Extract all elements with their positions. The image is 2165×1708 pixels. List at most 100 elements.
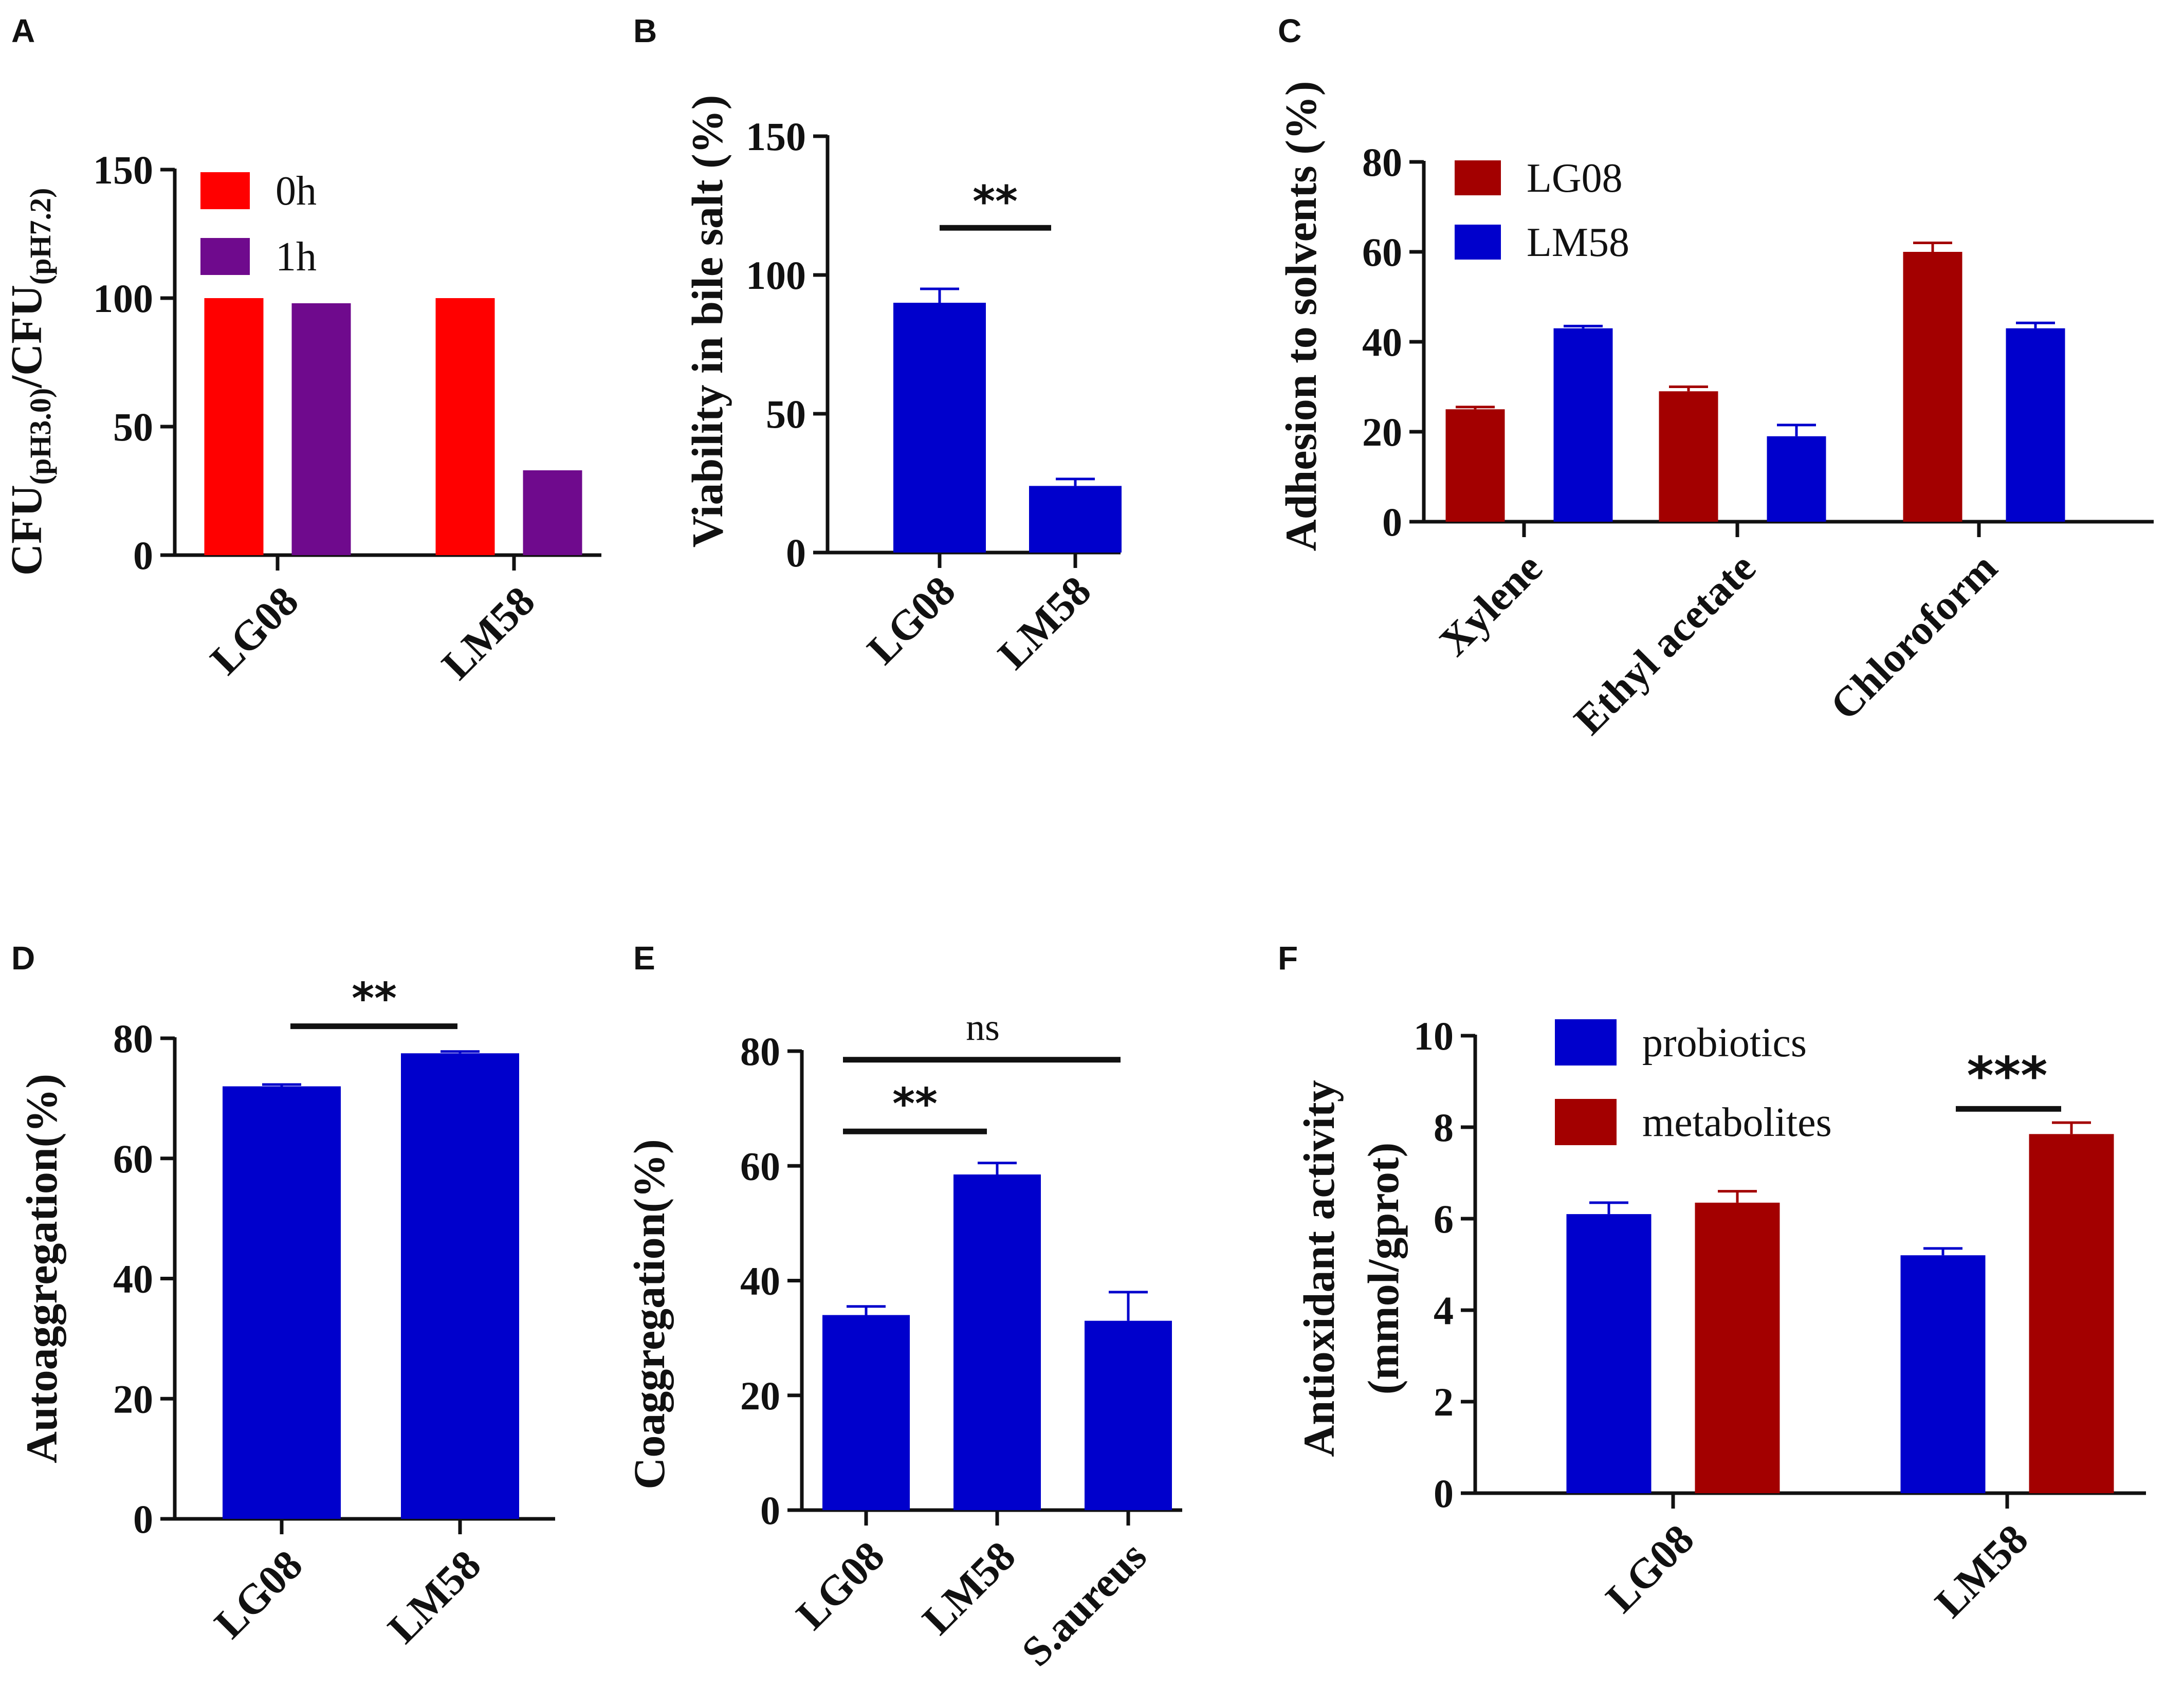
- panel-f-chart: Antioxidant activity (mmol/gprot) 0 2 4 6 8 1…: [1294, 1014, 2146, 1626]
- panel-e-significance-label: ns: [966, 1007, 1000, 1049]
- panel-f-ylabel-line2: (mmol/gprot): [1359, 1143, 1408, 1394]
- panel-d-chart: Autoaggregation(%) 0 20 40 60 80 LG08 LM58 **: [17, 974, 555, 1652]
- panel-f-ytick-label: 6: [1434, 1197, 1454, 1241]
- panel-c-ylabel: Adhesion to solvents (%): [1276, 81, 1326, 551]
- panel-b-ylabel: Viability in bile salt (%): [683, 95, 732, 548]
- panel-c-legend-label: LM58: [1527, 220, 1629, 265]
- panel-e-category-label: S.aureus: [1013, 1532, 1155, 1675]
- panel-c-bar: [1767, 436, 1826, 522]
- panel-f-ytick-label: 0: [1434, 1471, 1454, 1516]
- panel-f-significance-label: ***: [1967, 1045, 2048, 1106]
- panel-f-legend-swatch: [1555, 1019, 1617, 1066]
- panel-e-ytick-label: 20: [740, 1373, 780, 1418]
- panel-e-bar: [822, 1315, 910, 1510]
- panel-d-ytick-label: 20: [113, 1376, 153, 1421]
- panel-d-category-label: LM58: [379, 1541, 490, 1652]
- panel-f-legend-swatch: [1555, 1099, 1617, 1145]
- panel-d-ytick-label: 80: [113, 1016, 153, 1061]
- panel-b-category-label: LG08: [858, 567, 964, 673]
- panel-a-ytick-label: 150: [93, 148, 153, 192]
- panel-f-legend-label: metabolites: [1642, 1100, 1832, 1145]
- panel-letter-d: D: [11, 940, 35, 977]
- panel-d-ytick-label: 0: [133, 1497, 153, 1541]
- panel-e-chart: Coaggregation(%) 0 20 40 60 80 LG08 LM58S.aure…: [625, 1007, 1182, 1675]
- panel-f-bar: [1900, 1255, 1986, 1493]
- panel-a-bar: [523, 470, 582, 555]
- panel-b-bar: [1029, 486, 1122, 553]
- panel-f-bar: [2029, 1134, 2114, 1493]
- panel-a-legend-swatch: [200, 238, 250, 275]
- panel-e-category-label: LG08: [787, 1532, 893, 1638]
- panel-a-legend-label: 1h: [276, 234, 317, 280]
- panel-b-ytick-label: 100: [746, 253, 806, 298]
- panel-c-ytick-label: 20: [1362, 410, 1402, 454]
- panel-a-ylabel-sub1: (pH3.0): [24, 388, 57, 485]
- panel-f-ytick-label: 2: [1434, 1380, 1454, 1424]
- panel-letter-e: E: [633, 940, 655, 977]
- panel-e-ytick-label: 80: [740, 1029, 780, 1074]
- panel-c-ytick-label: 80: [1362, 140, 1402, 185]
- panel-a-category-label: LG08: [201, 577, 307, 683]
- panel-f-legend-label: probiotics: [1642, 1020, 1807, 1066]
- panel-c-category-label: Chloroform: [1821, 544, 2006, 729]
- panel-a-bar: [291, 303, 351, 555]
- panel-b-chart: Viability in bile salt (%) 0 50 100 150 LG08…: [683, 95, 1122, 678]
- panel-e-ytick-label: 40: [740, 1259, 780, 1303]
- panel-letter-a: A: [11, 12, 35, 49]
- panel-c-category-label: Ethyl acetate: [1565, 544, 1765, 743]
- panel-letter-b: B: [633, 12, 657, 49]
- panel-f-ytick-label: 8: [1434, 1105, 1454, 1150]
- panel-c-chart: Adhesion to solvents (%) 0 20 40 60 80 Xylene…: [1276, 81, 2154, 743]
- panel-c-ytick-label: 60: [1362, 230, 1402, 274]
- panel-c-bar: [1553, 328, 1613, 522]
- panel-d-ylabel: Autoaggregation(%): [17, 1074, 66, 1463]
- panel-a-legend-swatch: [200, 172, 250, 209]
- panel-f-ylabel-line1: Antioxidant activity: [1294, 1080, 1344, 1457]
- panel-c-legend-swatch: [1455, 160, 1501, 195]
- panel-a-ylabel: CFU(pH3.0)/CFU(pH7.2): [2, 188, 57, 576]
- panel-b-bar: [893, 303, 986, 553]
- panel-e-bar: [953, 1174, 1041, 1510]
- panel-a-ylabel-main: CFU: [2, 485, 51, 576]
- panel-f-bar: [1566, 1214, 1652, 1493]
- panel-e-category-label: LM58: [913, 1532, 1024, 1643]
- panel-a-ytick-label: 50: [113, 405, 153, 449]
- panel-a-category-label: LM58: [433, 577, 544, 688]
- panel-c-bar: [2006, 328, 2065, 522]
- panel-f-ytick-label: 4: [1434, 1288, 1454, 1333]
- panel-a-ytick-label: 100: [93, 276, 153, 321]
- panel-c-legend-label: LG08: [1527, 156, 1623, 201]
- panel-c-legend-swatch: [1455, 225, 1501, 260]
- panel-e-ytick-label: 0: [760, 1488, 780, 1533]
- panel-e-ylabel: Coaggregation(%): [625, 1139, 674, 1490]
- panel-c-bar: [1903, 252, 1962, 522]
- panel-f-category-label: LG08: [1597, 1515, 1703, 1621]
- panel-a-ylabel-sub2: (pH7.2): [24, 188, 57, 285]
- panel-a-bar: [435, 298, 495, 555]
- panel-f-bar: [1695, 1202, 1780, 1493]
- panel-b-ytick-label: 0: [786, 530, 806, 575]
- panel-a-ylabel-mid: /CFU: [2, 285, 51, 389]
- panel-a-ytick-label: 0: [133, 533, 153, 578]
- panel-d-bar: [223, 1086, 341, 1519]
- panel-e-significance-label: **: [892, 1078, 938, 1129]
- panel-c-bar: [1445, 409, 1505, 522]
- panel-b-ytick-label: 50: [766, 392, 806, 436]
- panel-d-ytick-label: 40: [113, 1257, 153, 1301]
- panel-a-legend-label: 0h: [276, 169, 317, 214]
- panel-f-category-label: LM58: [1926, 1515, 2037, 1626]
- panel-b-category-label: LM58: [989, 567, 1100, 678]
- panel-c-ytick-label: 40: [1362, 320, 1402, 364]
- panel-e-bar: [1085, 1320, 1172, 1510]
- panel-f-ytick-label: 10: [1414, 1014, 1454, 1058]
- panel-a-chart: CFU(pH3.0)/CFU(pH7.2) 0 50 100 150 LG08 LM58 0…: [2, 148, 601, 688]
- panel-d-ytick-label: 60: [113, 1136, 153, 1181]
- panel-b-ytick-label: 150: [746, 114, 806, 159]
- panel-c-ytick-label: 0: [1382, 500, 1402, 544]
- panel-d-category-label: LG08: [206, 1541, 311, 1647]
- panel-c-bar: [1659, 391, 1718, 522]
- panel-d-significance-label: **: [352, 974, 397, 1024]
- panel-b-significance-label: **: [973, 176, 1018, 227]
- panel-a-bar: [204, 298, 264, 555]
